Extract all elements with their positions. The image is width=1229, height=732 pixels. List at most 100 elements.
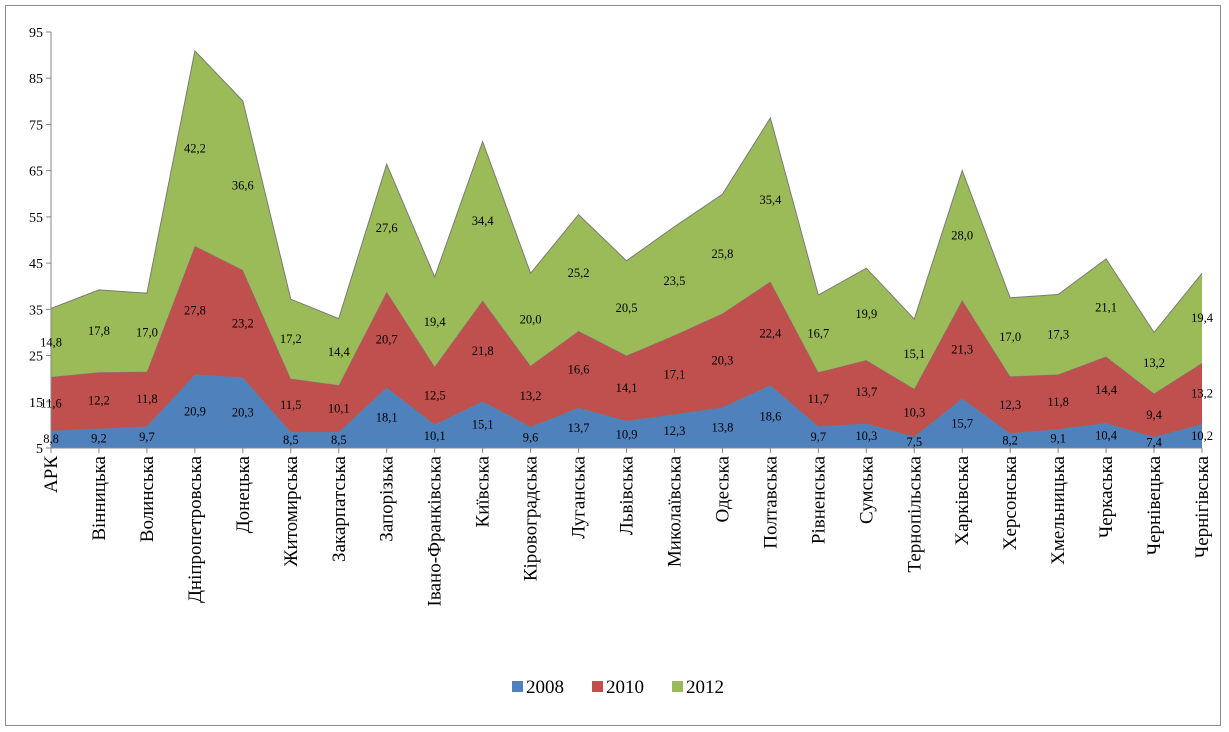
data-label-2008: 20,3: [232, 406, 254, 420]
x-category-label: Сумська: [856, 455, 877, 524]
data-label-2008: 8,2: [1002, 434, 1018, 448]
data-label-2008: 13,8: [711, 421, 733, 435]
stacked-area-chart: 5 15 25 35 45 55 65 75 85 95 АРК Вінницька Волинська…: [29, 26, 1214, 698]
data-label-2012: 17,2: [280, 332, 302, 346]
data-label-2010: 21,3: [951, 342, 973, 356]
legend-label-2010: 2010: [606, 677, 644, 698]
x-category-label: Херсонська: [1000, 455, 1021, 550]
x-category-label: Донецька: [233, 455, 254, 533]
data-label-2010: 12,3: [999, 398, 1021, 412]
data-label-2012: 17,8: [88, 324, 110, 338]
x-category-label: Закарпатська: [329, 455, 350, 562]
data-label-2010: 23,2: [232, 317, 254, 331]
data-label-2008: 10,4: [1095, 429, 1118, 443]
data-label-2008: 8,5: [331, 433, 347, 447]
data-label-2012: 25,2: [568, 266, 590, 280]
data-label-2012: 21,1: [1095, 301, 1117, 315]
legend-swatch-2008: [512, 681, 523, 692]
legend-label-2008: 2008: [526, 677, 564, 698]
data-label-2012: 28,0: [951, 228, 973, 242]
data-label-2008: 9,1: [1050, 432, 1066, 446]
x-category-label: Дніпропетровська: [185, 455, 206, 603]
data-label-2010: 16,6: [568, 362, 590, 376]
data-label-2008: 18,1: [376, 411, 398, 425]
x-category-label: Рівненська: [808, 455, 829, 544]
data-label-2010: 11,6: [40, 397, 61, 411]
data-label-2010: 9,4: [1146, 408, 1162, 422]
data-label-2012: 16,7: [807, 327, 829, 341]
x-category-label: Черкаська: [1096, 455, 1117, 538]
data-label-2008: 8,5: [283, 433, 299, 447]
area-series-2012: [51, 50, 1202, 394]
chart-frame: 5 15 25 35 45 55 65 75 85 95 АРК Вінницька Волинська…: [5, 5, 1221, 726]
data-label-2012: 20,5: [616, 301, 638, 315]
data-label-2012: 14,8: [40, 336, 62, 350]
legend-swatch-2010: [592, 681, 603, 692]
data-label-2010: 11,5: [280, 398, 301, 412]
data-label-2010: 12,2: [88, 393, 110, 407]
y-tick-label: 85: [29, 72, 43, 87]
data-label-2008: 10,1: [424, 429, 446, 443]
data-label-2012: 13,2: [1143, 356, 1165, 370]
data-label-2012: 19,4: [1191, 311, 1214, 325]
data-label-2012: 19,9: [855, 307, 877, 321]
data-label-2010: 12,5: [424, 389, 446, 403]
x-category-label: Хмельницька: [1048, 455, 1069, 564]
data-label-2008: 9,7: [811, 430, 827, 444]
data-label-2012: 27,6: [376, 221, 398, 235]
area-outline-2012: [50, 49, 1203, 334]
data-label-2010: 20,7: [376, 333, 398, 347]
data-label-2010: 14,4: [1095, 383, 1118, 397]
x-category-label: Миколаївська: [664, 455, 685, 567]
data-label-2010: 10,3: [903, 406, 925, 420]
x-category-label: Запорізька: [377, 455, 398, 541]
x-category-label: Вінницька: [89, 455, 110, 540]
data-label-2010: 11,8: [136, 392, 157, 406]
data-label-2012: 34,4: [472, 214, 495, 228]
x-category-label: Львівська: [617, 455, 638, 535]
y-tick-label: 95: [29, 26, 43, 41]
data-label-2008: 10,9: [616, 427, 638, 441]
y-tick-label: 35: [29, 303, 43, 318]
data-label-2010: 13,7: [855, 385, 877, 399]
data-label-2008: 9,2: [91, 431, 107, 445]
x-category-label: АРК: [41, 456, 62, 493]
y-tick-label: 5: [36, 442, 43, 457]
x-category-label: Івано-Франківська: [425, 455, 446, 606]
data-label-2010: 13,2: [1191, 386, 1213, 400]
data-label-2012: 36,6: [232, 178, 254, 192]
y-tick-label: 15: [29, 396, 43, 411]
legend-swatch-2012: [672, 681, 683, 692]
data-label-2010: 17,1: [664, 368, 686, 382]
data-label-2008: 10,3: [855, 429, 877, 443]
data-label-2012: 23,5: [664, 274, 686, 288]
y-tick-label: 25: [29, 350, 43, 365]
data-label-2008: 7,5: [906, 435, 922, 449]
data-label-2010: 10,1: [328, 401, 350, 415]
data-label-2012: 17,0: [136, 325, 158, 339]
data-label-2008: 12,3: [664, 424, 686, 438]
data-label-2012: 19,4: [424, 315, 447, 329]
data-label-2008: 8,8: [43, 432, 59, 446]
y-tick-label: 65: [29, 165, 43, 180]
data-label-2008: 18,6: [759, 410, 781, 424]
data-label-2012: 17,0: [999, 330, 1021, 344]
data-label-2012: 42,2: [184, 141, 206, 155]
data-label-2012: 17,3: [1047, 328, 1069, 342]
data-label-2010: 27,8: [184, 303, 206, 317]
y-tick-label: 55: [29, 211, 43, 226]
data-label-2012: 14,4: [328, 345, 351, 359]
data-label-2010: 20,3: [711, 353, 733, 367]
data-label-2008: 9,7: [139, 430, 155, 444]
data-label-2008: 13,7: [568, 421, 590, 435]
area-series-2008: [51, 374, 1202, 448]
data-label-2010: 21,8: [472, 344, 494, 358]
x-category-label: Київська: [473, 455, 494, 527]
data-label-2012: 15,1: [903, 347, 925, 361]
data-label-2010: 13,2: [520, 389, 542, 403]
y-tick-label: 75: [29, 118, 43, 133]
x-category-label: Волинська: [137, 455, 158, 542]
data-label-2010: 11,8: [1047, 395, 1068, 409]
x-category-label: Кіровоградська: [521, 455, 542, 581]
x-category-label: Чернівецька: [1144, 455, 1165, 555]
